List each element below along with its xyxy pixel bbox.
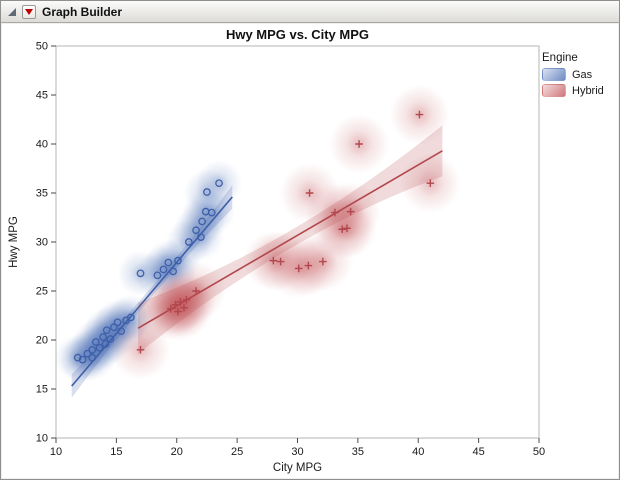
x-tick-label: 35 — [352, 446, 364, 458]
data-point-hybrid[interactable] — [343, 224, 351, 233]
legend-title: Engine — [542, 52, 578, 64]
legend-swatch-gas — [542, 68, 566, 81]
red-triangle-menu-button[interactable] — [22, 4, 36, 19]
series-hybrid — [136, 110, 435, 354]
data-point-gas[interactable] — [99, 333, 107, 341]
y-tick-label: 20 — [36, 335, 48, 347]
data-point-gas[interactable] — [110, 323, 118, 332]
x-tick-label: 25 — [231, 446, 243, 458]
data-point-gas[interactable] — [95, 343, 104, 352]
y-tick-label: 30 — [36, 237, 48, 249]
data-point-hybrid[interactable] — [331, 208, 339, 217]
data-point-hybrid[interactable] — [166, 304, 175, 313]
data-point-gas[interactable] — [164, 258, 173, 267]
chart-title: Hwy MPG vs. City MPG — [225, 27, 370, 42]
data-point-hybrid[interactable] — [176, 297, 185, 306]
series-gas — [73, 179, 223, 364]
data-point-hybrid[interactable] — [174, 307, 182, 316]
fit-line-gas — [71, 196, 233, 387]
data-point-hybrid[interactable] — [346, 207, 355, 216]
y-tick-label: 15 — [36, 384, 48, 396]
y-tick-label: 35 — [36, 188, 48, 200]
data-point-gas[interactable] — [197, 233, 205, 241]
x-tick-label: 30 — [291, 446, 303, 458]
data-point-gas[interactable] — [192, 226, 200, 235]
data-point-gas[interactable] — [136, 269, 145, 278]
data-point-gas[interactable] — [78, 355, 87, 364]
report-body: 10 15 20 25 30 35 40 45 50 10 15 20 25 30 35 40 45 50 City… — [2, 24, 618, 478]
data-point-gas[interactable] — [101, 340, 110, 348]
x-tick-label: 20 — [171, 446, 183, 458]
data-point-gas[interactable] — [174, 256, 182, 265]
data-point-gas[interactable] — [102, 326, 111, 335]
data-point-gas[interactable] — [88, 353, 97, 362]
data-point-gas[interactable] — [117, 327, 126, 336]
data-point-hybrid[interactable] — [192, 287, 200, 295]
data-point-hybrid[interactable] — [180, 303, 188, 312]
legend-label: Hybrid — [572, 84, 604, 97]
y-tick-label: 40 — [36, 139, 48, 151]
data-point-hybrid[interactable] — [426, 179, 435, 187]
data-point-gas[interactable] — [215, 179, 223, 188]
legend-label: Gas — [572, 68, 593, 81]
data-point-hybrid[interactable] — [294, 264, 303, 273]
legend: Engine Gas Hybrid — [542, 52, 614, 97]
x-tick-label: 10 — [50, 446, 62, 458]
data-point-hybrid[interactable] — [304, 261, 313, 270]
data-point-gas[interactable] — [73, 353, 82, 362]
data-point-gas[interactable] — [169, 267, 177, 276]
data-point-hybrid[interactable] — [305, 189, 314, 197]
data-point-gas[interactable] — [83, 349, 92, 358]
x-tick-label: 50 — [533, 446, 545, 458]
data-point-gas[interactable] — [91, 338, 100, 346]
scatter-plot: 10 15 20 25 30 35 40 45 50 10 15 20 25 30 35 40 45 50 City… — [8, 41, 545, 475]
data-point-gas[interactable] — [159, 265, 168, 274]
x-axis-label[interactable]: City MPG — [273, 462, 322, 474]
data-point-hybrid[interactable] — [182, 296, 191, 304]
y-tick-label: 10 — [36, 433, 48, 445]
axes: 10 15 20 25 30 35 40 45 50 10 15 20 25 30 35 40 45 50 — [36, 41, 545, 459]
data-point-hybrid[interactable] — [276, 257, 285, 266]
outline-titlebar: Graph Builder — [1, 1, 619, 23]
data-point-hybrid[interactable] — [338, 225, 346, 234]
data-point-hybrid[interactable] — [319, 257, 327, 266]
fit-line-hybrid — [137, 150, 443, 329]
y-axis-label[interactable]: Hwy MPG — [8, 216, 20, 268]
data-point-gas[interactable] — [113, 318, 122, 327]
y-tick-label: 25 — [36, 286, 48, 298]
legend-entry-hybrid[interactable]: Hybrid — [542, 84, 614, 97]
data-point-gas[interactable] — [106, 335, 115, 343]
data-point-gas[interactable] — [198, 217, 206, 226]
red-triangle-icon — [25, 8, 33, 15]
legend-swatch-hybrid — [542, 84, 566, 97]
data-point-gas[interactable] — [184, 238, 193, 246]
data-point-gas[interactable] — [88, 345, 97, 354]
data-point-hybrid[interactable] — [355, 140, 363, 148]
disclosure-triangle-icon[interactable] — [8, 7, 16, 16]
data-point-gas[interactable] — [203, 188, 211, 196]
legend-entries: Gas Hybrid — [542, 68, 614, 97]
data-point-hybrid[interactable] — [415, 110, 424, 119]
data-point-hybrid[interactable] — [171, 300, 180, 309]
data-point-gas[interactable] — [127, 313, 135, 322]
y-tick-label: 45 — [36, 90, 48, 102]
data-point-hybrid[interactable] — [136, 346, 145, 354]
x-tick-label: 15 — [110, 446, 122, 458]
data-point-hybrid[interactable] — [269, 256, 278, 265]
legend-entry-gas[interactable]: Gas — [542, 68, 614, 81]
data-point-gas[interactable] — [153, 271, 162, 280]
y-tick-label: 50 — [36, 41, 48, 53]
x-tick-label: 45 — [473, 446, 485, 458]
data-point-gas[interactable] — [207, 208, 216, 217]
window-title: Graph Builder — [42, 4, 123, 19]
x-tick-label: 40 — [412, 446, 424, 458]
